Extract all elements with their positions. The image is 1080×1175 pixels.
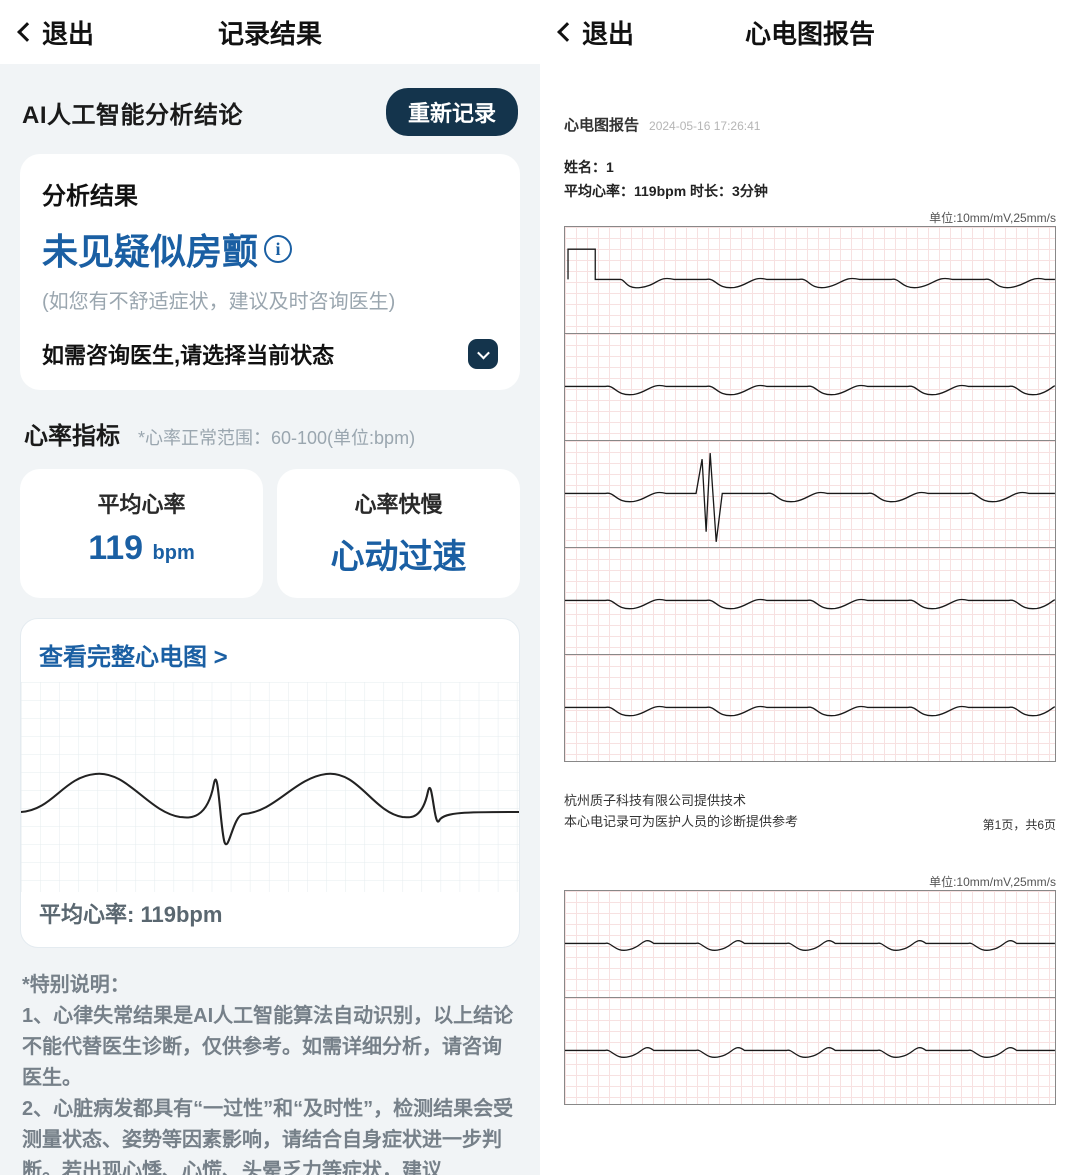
analysis-result: 未见疑似房颤: [42, 223, 258, 275]
back-button[interactable]: 退出: [560, 14, 634, 51]
disclaimer-text: *特别说明： 1、心律失常结果是AI人工智能算法自动识别，以上结论不能代替医生诊…: [0, 948, 540, 1175]
status-selector-label: 如需咨询医生,请选择当前状态: [42, 338, 334, 370]
hr-speed-card: 心率快慢 心动过速: [277, 469, 520, 598]
left-nav-bar: 退出 记录结果: [0, 0, 540, 64]
right-nav-bar: 退出 心电图报告: [540, 0, 1080, 64]
ecg-avg-value: 119bpm: [140, 902, 222, 927]
page-title: 心电图报告: [745, 14, 875, 51]
analysis-note: (如您有不舒适症状，建议及时咨询医生): [42, 285, 498, 314]
ecg-strip: [564, 226, 1056, 334]
rerecord-button[interactable]: 重新记录: [386, 88, 518, 136]
report-body: 心电图报告 2024-05-16 17:26:41 姓名：1 平均心率：119b…: [540, 64, 1080, 1105]
hr-speed-label: 心率快慢: [287, 487, 510, 519]
hr-section-header: 心率指标 *心率正常范围：60-100(单位:bpm): [0, 390, 540, 459]
hr-range-note: *心率正常范围：60-100(单位:bpm): [138, 424, 415, 450]
tech-line-1: 杭州质子科技有限公司提供技术: [564, 791, 798, 812]
view-full-ecg-link[interactable]: 查看完整心电图 >: [21, 619, 519, 682]
ecg-strip: [564, 440, 1056, 548]
ecg-strip: [564, 654, 1056, 762]
report-timestamp: 2024-05-16 17:26:41: [649, 119, 760, 133]
analysis-card: 分析结果 未见疑似房颤 i (如您有不舒适症状，建议及时咨询医生) 如需咨询医生…: [20, 154, 520, 390]
report-title: 心电图报告: [564, 114, 639, 135]
info-icon[interactable]: i: [264, 235, 292, 263]
tech-line-2: 本心电记录可为医护人员的诊断提供参考: [564, 812, 798, 833]
avg-hr-unit: bpm: [153, 542, 195, 564]
ecg-preview-chart: [21, 682, 519, 892]
page-index: 第1页，共6页: [983, 816, 1056, 833]
ai-section-header: AI人工智能分析结论 重新记录: [0, 64, 540, 148]
ecg-strip: [564, 547, 1056, 655]
hr-title: 心率指标: [24, 416, 120, 451]
analysis-head: 分析结果: [42, 176, 498, 211]
ecg-strip-block-1: [564, 226, 1056, 762]
report-units-2: 单位:10mm/mV,25mm/s: [564, 873, 1056, 890]
report-units: 单位:10mm/mV,25mm/s: [564, 209, 1056, 226]
chevron-left-icon: [17, 22, 37, 42]
ecg-avg-label: 平均心率:: [39, 902, 134, 927]
status-selector[interactable]: 如需咨询医生,请选择当前状态: [42, 338, 498, 370]
ecg-strip: [564, 333, 1056, 441]
back-label: 退出: [582, 14, 634, 51]
report-meta: 平均心率：119bpm 时长：3分钟: [564, 181, 1056, 201]
back-label: 退出: [42, 14, 94, 51]
ecg-preview-card[interactable]: 查看完整心电图 > 平均心率: 119bpm: [20, 618, 520, 948]
chevron-down-icon: [468, 339, 498, 369]
name-label: 姓名：: [564, 159, 606, 175]
avg-hr-label: 平均心率: [30, 487, 253, 519]
back-button[interactable]: 退出: [20, 14, 94, 51]
ai-section-title: AI人工智能分析结论: [22, 95, 243, 130]
avg-hr-card: 平均心率 119 bpm: [20, 469, 263, 598]
avg-hr-value: 119: [88, 529, 143, 567]
page-title: 记录结果: [218, 14, 322, 51]
ecg-strip: [564, 997, 1056, 1105]
name-value: 1: [606, 159, 614, 175]
hr-speed-value: 心动过速: [287, 529, 510, 578]
ecg-strip: [564, 890, 1056, 998]
chevron-left-icon: [557, 22, 577, 42]
ecg-strip-block-2: [564, 890, 1056, 1105]
